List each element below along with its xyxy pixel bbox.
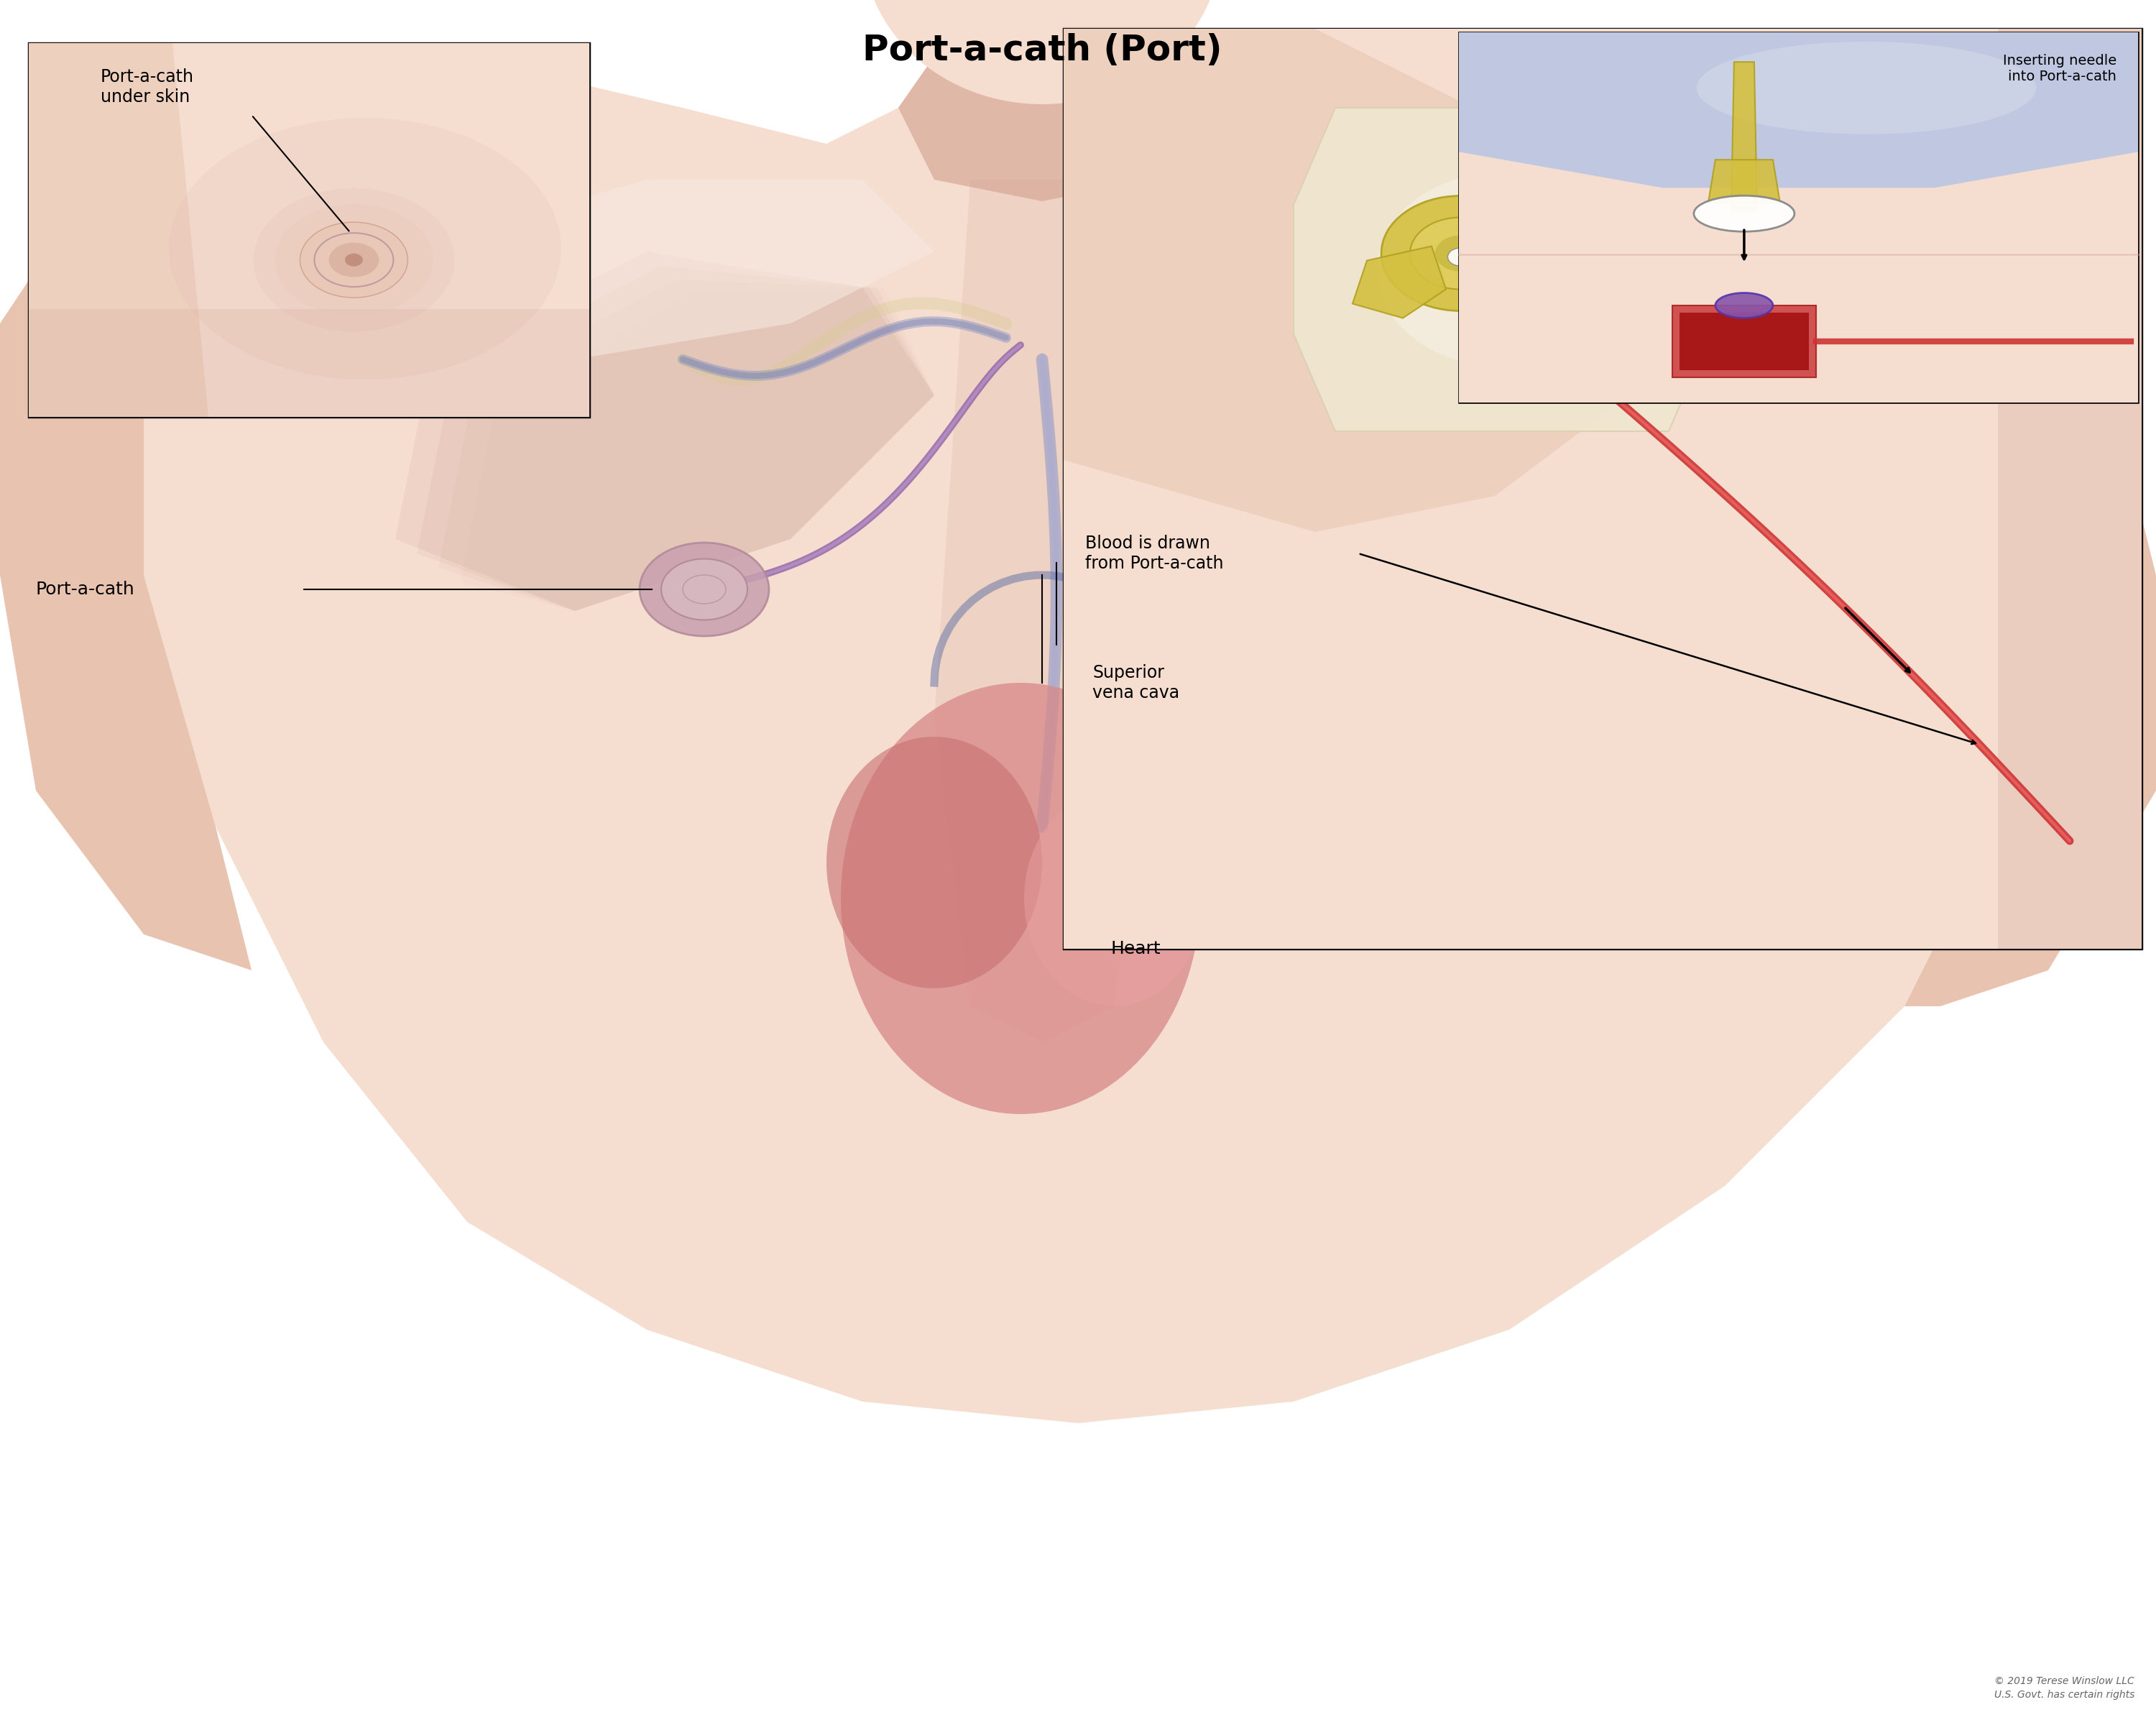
Polygon shape	[1460, 33, 2139, 402]
Polygon shape	[323, 252, 468, 395]
Text: Port-a-cath: Port-a-cath	[37, 581, 136, 599]
Ellipse shape	[252, 188, 455, 331]
Ellipse shape	[862, 0, 1222, 104]
Ellipse shape	[640, 543, 770, 637]
Ellipse shape	[1697, 41, 2035, 135]
Polygon shape	[28, 309, 589, 417]
FancyBboxPatch shape	[1063, 29, 2141, 949]
Text: Heart: Heart	[1110, 940, 1160, 957]
Ellipse shape	[168, 117, 561, 380]
Text: Superior
vena cava: Superior vena cava	[1093, 664, 1179, 702]
Polygon shape	[1063, 29, 1639, 531]
FancyBboxPatch shape	[1460, 33, 2139, 402]
Ellipse shape	[826, 737, 1041, 988]
Polygon shape	[28, 43, 209, 417]
Polygon shape	[1999, 29, 2141, 949]
Polygon shape	[1731, 62, 1757, 210]
Ellipse shape	[1024, 790, 1203, 1006]
Ellipse shape	[662, 559, 748, 619]
Text: Blood is drawn
from Port-a-cath: Blood is drawn from Port-a-cath	[1084, 535, 1225, 573]
Polygon shape	[1063, 29, 2141, 949]
Text: Inserting needle
into Port-a-cath: Inserting needle into Port-a-cath	[2003, 53, 2117, 83]
Ellipse shape	[683, 574, 727, 604]
Polygon shape	[1294, 107, 1710, 431]
Ellipse shape	[1449, 248, 1473, 266]
Polygon shape	[1475, 247, 1567, 317]
Polygon shape	[28, 43, 589, 417]
Ellipse shape	[1410, 217, 1511, 290]
Polygon shape	[1904, 395, 2156, 1006]
Ellipse shape	[274, 204, 433, 316]
Polygon shape	[899, 14, 1186, 202]
Polygon shape	[1352, 247, 1447, 317]
Polygon shape	[144, 14, 2048, 1423]
Polygon shape	[934, 179, 1149, 1042]
Polygon shape	[395, 252, 934, 611]
Text: Port-a-cath (Port): Port-a-cath (Port)	[862, 33, 1222, 67]
Polygon shape	[438, 279, 934, 611]
Text: © 2019 Terese Winslow LLC
U.S. Govt. has certain rights: © 2019 Terese Winslow LLC U.S. Govt. has…	[1994, 1675, 2134, 1699]
Ellipse shape	[1436, 235, 1485, 271]
Polygon shape	[416, 266, 934, 611]
Ellipse shape	[1716, 293, 1772, 317]
Polygon shape	[1708, 160, 1781, 204]
Ellipse shape	[1378, 172, 1628, 366]
Polygon shape	[1680, 312, 1809, 371]
Ellipse shape	[328, 243, 379, 278]
Polygon shape	[395, 179, 934, 359]
Ellipse shape	[300, 223, 407, 298]
Polygon shape	[1460, 33, 2139, 188]
Polygon shape	[0, 179, 252, 969]
Ellipse shape	[1695, 195, 1794, 231]
Ellipse shape	[345, 254, 362, 266]
Polygon shape	[1673, 305, 1815, 378]
FancyBboxPatch shape	[28, 43, 589, 417]
Ellipse shape	[1382, 197, 1539, 310]
Text: Port-a-cath
under skin: Port-a-cath under skin	[101, 69, 194, 105]
Ellipse shape	[841, 683, 1201, 1114]
Polygon shape	[1473, 359, 1977, 790]
